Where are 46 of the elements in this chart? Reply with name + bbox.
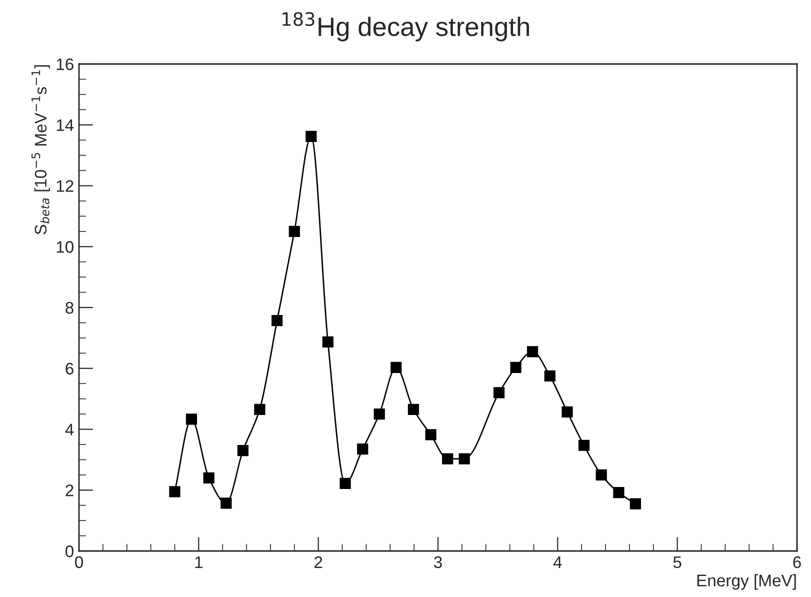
point (442, 453, 454, 464)
point (630, 498, 642, 510)
point (458, 453, 470, 464)
point (237, 445, 248, 456)
point (596, 469, 607, 480)
point (562, 406, 573, 418)
point (374, 408, 385, 420)
text: S$_{beta}$ [10$^{−5}$ MeV$^{−1}$s$^{−1}$] (32, 65, 50, 234)
point (613, 487, 624, 498)
y-tick-label: 6 (66, 362, 74, 375)
point (203, 472, 214, 484)
x-tick-label: 0 (75, 556, 83, 568)
point (169, 486, 180, 498)
point (288, 226, 300, 237)
y-tick-label: 16 (56, 58, 74, 70)
point (306, 130, 317, 142)
point (510, 362, 522, 374)
x-axis-title: Energy [MeV] (697, 574, 796, 590)
x-tick-label: 4 (553, 556, 562, 568)
y-tick-label: 0 (66, 545, 74, 558)
point (322, 336, 334, 348)
chart-title: $^{183}$Hg decay strength (282, 12, 529, 42)
point (526, 346, 538, 358)
y-tick-label: 12 (56, 180, 74, 192)
point (254, 404, 266, 416)
y-tick-label: 14 (56, 119, 74, 131)
x-tick-label: 1 (195, 556, 202, 568)
point (220, 498, 232, 509)
x-tick-label: 3 (434, 556, 442, 568)
y-tick-label: 10 (56, 241, 74, 253)
point (544, 370, 556, 382)
x-tick-label: 5 (673, 556, 682, 568)
point (186, 414, 198, 425)
point (408, 404, 420, 416)
x-tick-label: 2 (314, 556, 322, 568)
y-tick-label: 8 (66, 302, 74, 314)
point (271, 315, 283, 326)
y-tick-label: 2 (66, 484, 74, 496)
y-tick-label: 4 (65, 424, 74, 436)
point (340, 478, 351, 489)
point (425, 429, 436, 440)
point (357, 443, 368, 455)
x-tick-label: 6 (793, 556, 801, 568)
point (390, 362, 402, 374)
point (493, 387, 505, 398)
point (578, 440, 590, 451)
